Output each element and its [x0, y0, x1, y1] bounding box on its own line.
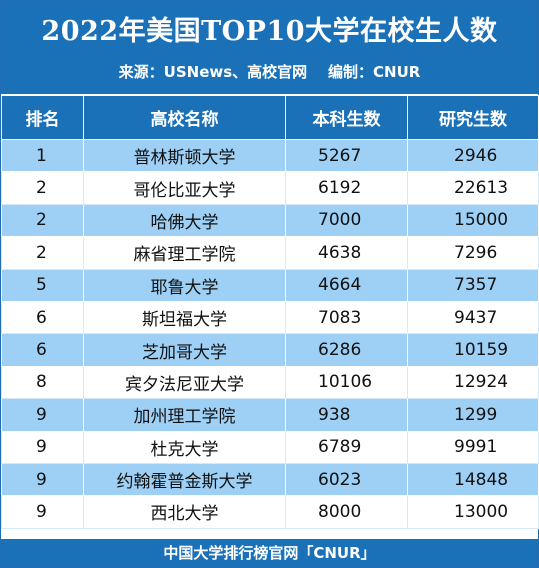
- header-grad-count: 研究生数: [407, 95, 539, 140]
- undergrad-count-cell: 4638: [285, 236, 408, 270]
- rank-cell: 1: [1, 138, 84, 173]
- grad-count-cell: 1299: [407, 398, 539, 432]
- grad-count-cell: 9991: [407, 430, 539, 464]
- university-name-cell: 约翰霍普金斯大学: [83, 462, 286, 497]
- undergrad-count-cell: 6789: [285, 430, 408, 464]
- undergrad-count-cell: 4664: [285, 268, 408, 302]
- rank-cell: 6: [1, 300, 84, 335]
- grad-count-cell: 2946: [407, 138, 539, 173]
- university-name-cell: 麻省理工学院: [83, 236, 286, 270]
- grad-count-cell: 10159: [407, 333, 539, 367]
- source-subtitle: 来源：USNews、高校官网 编制：CNUR: [118, 63, 421, 81]
- table-row: 1 普林斯顿大学 5267 2946: [1, 138, 539, 173]
- table-row: 9 加州理工学院 938 1299: [1, 398, 539, 432]
- rank-cell: 9: [1, 430, 84, 464]
- table-body: 1 普林斯顿大学 5267 2946 2 哥伦比亚大学 6192 22613 2 哈佛大学 7000…: [1, 138, 539, 529]
- rank-cell: 2: [1, 203, 84, 238]
- university-name-cell: 杜克大学: [83, 430, 286, 464]
- table-row: 5 耶鲁大学 4664 7357: [1, 268, 539, 302]
- rank-cell: 9: [1, 398, 84, 432]
- grad-count-cell: 7296: [407, 236, 539, 270]
- undergrad-count-cell: 938: [285, 398, 408, 432]
- header-university-name: 高校名称: [83, 95, 286, 140]
- footer-credit: 中国大学排行榜官网「CNUR」: [1, 539, 538, 567]
- header-undergrad-count: 本科生数: [285, 95, 408, 140]
- undergrad-count-cell: 10106: [285, 365, 408, 400]
- table-row: 9 西北大学 8000 13000: [1, 495, 539, 529]
- ranking-table: 排名 高校名称 本科生数 研究生数 1 普林斯顿大学 5267 2946 2 哥伦比亚大学…: [1, 95, 539, 529]
- university-name-cell: 哈佛大学: [83, 203, 286, 238]
- undergrad-count-cell: 7083: [285, 300, 408, 335]
- table-row: 2 哥伦比亚大学 6192 22613: [1, 171, 539, 205]
- header-rank: 排名: [1, 95, 84, 140]
- grad-count-cell: 13000: [407, 495, 539, 529]
- university-name-cell: 西北大学: [83, 495, 286, 529]
- undergrad-count-cell: 6192: [285, 171, 408, 205]
- grad-count-cell: 9437: [407, 300, 539, 335]
- table-row: 2 哈佛大学 7000 15000: [1, 203, 539, 238]
- page-title: 2022年美国TOP10大学在校生人数: [41, 16, 498, 47]
- undergrad-count-cell: 5267: [285, 138, 408, 173]
- rank-cell: 9: [1, 462, 84, 497]
- undergrad-count-cell: 8000: [285, 495, 408, 529]
- university-name-cell: 芝加哥大学: [83, 333, 286, 367]
- grad-count-cell: 22613: [407, 171, 539, 205]
- undergrad-count-cell: 6023: [285, 462, 408, 497]
- table-header-row: 排名 高校名称 本科生数 研究生数: [1, 95, 539, 140]
- grad-count-cell: 15000: [407, 203, 539, 238]
- table-row: 6 斯坦福大学 7083 9437: [1, 300, 539, 335]
- university-name-cell: 加州理工学院: [83, 398, 286, 432]
- university-name-cell: 哥伦比亚大学: [83, 171, 286, 205]
- grad-count-cell: 14848: [407, 462, 539, 497]
- table-row: 8 宾夕法尼亚大学 10106 12924: [1, 365, 539, 400]
- undergrad-count-cell: 7000: [285, 203, 408, 238]
- table-row: 6 芝加哥大学 6286 10159: [1, 333, 539, 367]
- rank-cell: 5: [1, 268, 84, 302]
- rank-cell: 9: [1, 495, 84, 529]
- title-block: 2022年美国TOP10大学在校生人数 来源：USNews、高校官网 编制：CN…: [1, 1, 538, 95]
- rank-cell: 2: [1, 236, 84, 270]
- university-name-cell: 宾夕法尼亚大学: [83, 365, 286, 400]
- rank-cell: 8: [1, 365, 84, 400]
- grad-count-cell: 7357: [407, 268, 539, 302]
- undergrad-count-cell: 6286: [285, 333, 408, 367]
- grad-count-cell: 12924: [407, 365, 539, 400]
- table-row: 2 麻省理工学院 4638 7296: [1, 236, 539, 270]
- rank-cell: 2: [1, 171, 84, 205]
- rank-cell: 6: [1, 333, 84, 367]
- university-name-cell: 斯坦福大学: [83, 300, 286, 335]
- table-row: 9 约翰霍普金斯大学 6023 14848: [1, 462, 539, 497]
- table-row: 9 杜克大学 6789 9991: [1, 430, 539, 464]
- university-name-cell: 普林斯顿大学: [83, 138, 286, 173]
- university-name-cell: 耶鲁大学: [83, 268, 286, 302]
